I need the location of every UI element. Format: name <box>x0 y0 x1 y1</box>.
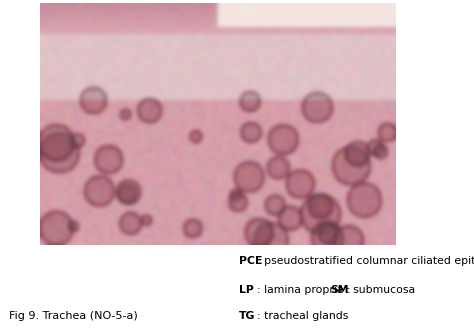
Text: PCE: PCE <box>239 256 263 266</box>
Text: : submucosa: : submucosa <box>346 285 415 295</box>
Text: PCE: PCE <box>224 9 250 21</box>
Text: : lamina propria :: : lamina propria : <box>257 285 354 295</box>
Text: TG: TG <box>239 311 256 321</box>
Text: : pseudostratified columnar ciliated epithelium: : pseudostratified columnar ciliated epi… <box>257 256 474 266</box>
Text: Fig 9. Trachea (NO-5-a): Fig 9. Trachea (NO-5-a) <box>9 311 138 321</box>
Text: LP: LP <box>74 49 91 62</box>
Text: TG: TG <box>251 175 270 187</box>
Text: : tracheal glands: : tracheal glands <box>257 311 348 321</box>
Text: SM: SM <box>72 134 94 147</box>
Text: LP: LP <box>239 285 254 295</box>
Text: SM: SM <box>330 285 349 295</box>
